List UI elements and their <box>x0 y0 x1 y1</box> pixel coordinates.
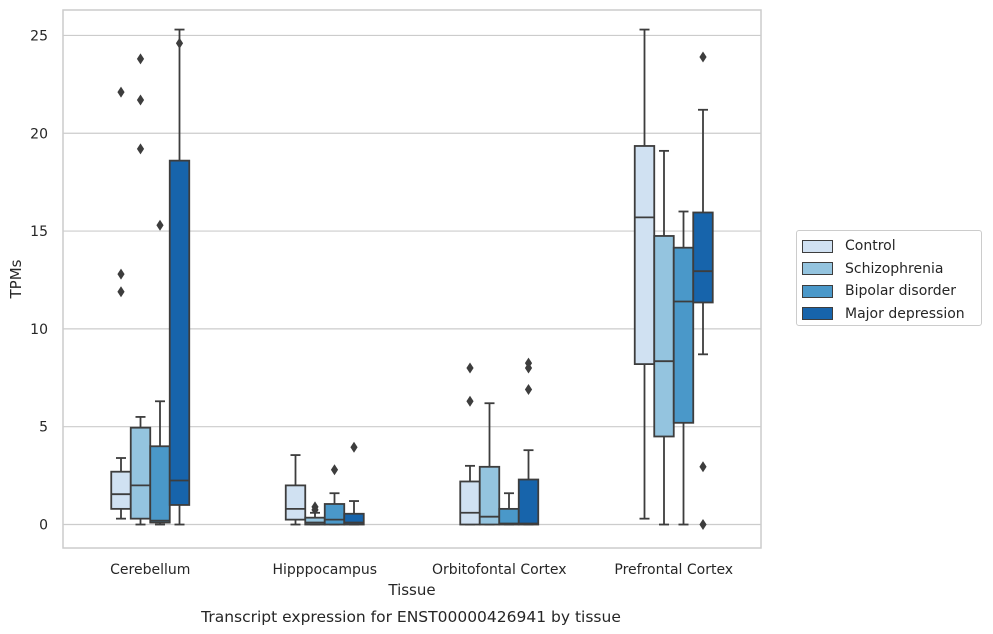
box <box>653 235 675 438</box>
box <box>129 426 152 520</box>
x-tick-label: Cerebellum <box>110 562 190 578</box>
box <box>149 445 171 524</box>
y-tick-label: 10 <box>30 322 48 338</box>
outlier-point <box>175 37 184 49</box>
outlier-point <box>117 286 125 298</box>
box <box>478 465 501 526</box>
box <box>692 211 714 304</box>
y-tick-label: 25 <box>30 28 48 44</box>
chart-title: Transcript expression for ENST0000042694… <box>200 608 621 626</box>
outlier-point <box>136 53 145 65</box>
legend-label-major-depression: Major depression <box>845 305 965 322</box>
outlier-point <box>156 219 164 231</box>
y-axis-label: TPMs <box>7 259 25 299</box>
box <box>517 478 540 526</box>
outlier-point <box>466 395 474 407</box>
y-tick-label: 0 <box>39 518 48 534</box>
box <box>323 503 346 526</box>
x-tick-label: Prefrontal Cortex <box>614 562 733 578</box>
x-tick-label: Hipppocampus <box>272 562 377 578</box>
legend-item-schizophrenia: Schizophrenia <box>802 258 981 281</box>
outlier-point <box>117 268 125 280</box>
legend-item-major-depression: Major depression <box>802 303 981 326</box>
box <box>343 512 365 526</box>
outlier-point <box>311 504 319 516</box>
y-tick-label: 5 <box>39 420 48 436</box>
outlier-point <box>350 441 358 453</box>
legend-swatch-control <box>802 239 833 253</box>
legend-item-bipolar-disorder: Bipolar disorder <box>802 280 981 303</box>
outlier-point <box>699 51 707 63</box>
box <box>304 516 326 526</box>
box <box>168 159 191 506</box>
legend-item-control: Control <box>802 235 981 258</box>
box <box>110 470 132 510</box>
outlier-point <box>524 362 533 374</box>
legend-swatch-schizophrenia <box>802 262 833 276</box>
x-tick-label: Orbitofontal Cortex <box>432 562 567 578</box>
legend: Control Schizophrenia Bipolar disorder M… <box>796 230 982 326</box>
outlier-point <box>117 86 125 98</box>
outlier-point <box>136 143 145 155</box>
y-tick-label: 15 <box>30 224 48 240</box>
box <box>672 246 695 424</box>
outlier-point <box>524 384 533 396</box>
legend-label-schizophrenia: Schizophrenia <box>845 260 944 277</box>
outlier-point <box>699 461 707 473</box>
x-axis-label: Tissue <box>387 581 435 599</box>
outlier-point <box>330 464 339 476</box>
y-tick-label: 20 <box>30 126 48 142</box>
outlier-point <box>699 519 707 531</box>
box <box>459 480 481 526</box>
outlier-point <box>466 362 474 374</box>
outlier-point <box>136 94 145 106</box>
box <box>284 484 307 521</box>
plot-frame <box>62 9 762 549</box>
box <box>498 507 520 526</box>
legend-swatch-major-depression <box>802 307 833 321</box>
box <box>633 145 656 366</box>
legend-swatch-bipolar-disorder <box>802 284 833 298</box>
legend-label-bipolar-disorder: Bipolar disorder <box>845 283 957 300</box>
legend-label-control: Control <box>845 238 896 255</box>
